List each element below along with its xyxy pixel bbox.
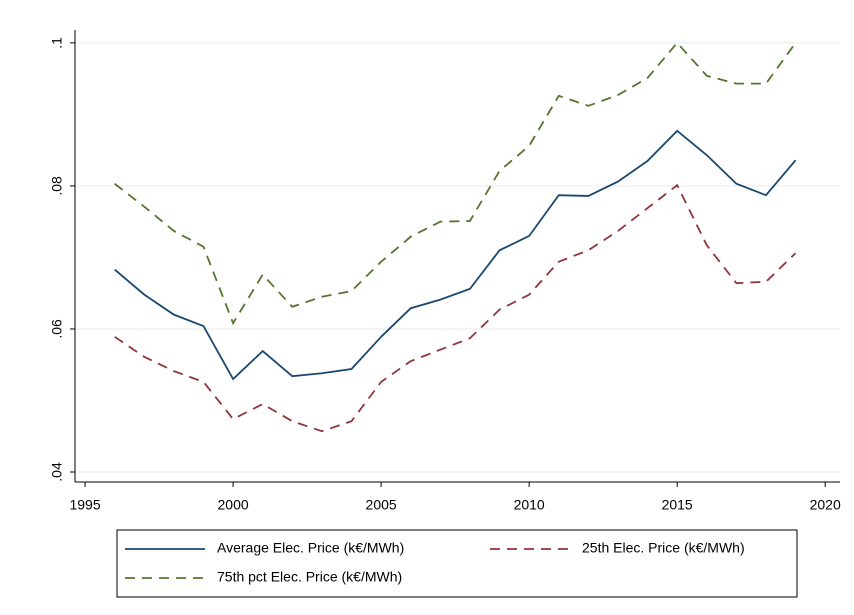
y-tick-label: .08 <box>49 176 65 196</box>
legend-label: 25th Elec. Price (k€/MWh) <box>582 540 745 556</box>
x-tick-label: 2020 <box>810 497 841 513</box>
x-tick-label: 2000 <box>218 497 249 513</box>
y-tick-label: .06 <box>49 319 65 339</box>
x-tick-label: 2015 <box>662 497 693 513</box>
legend-label: 75th pct Elec. Price (k€/MWh) <box>217 569 402 585</box>
series-line <box>114 183 797 433</box>
y-tick-label: .1 <box>49 37 65 49</box>
series-line <box>114 129 797 381</box>
x-tick-label: 2010 <box>514 497 545 513</box>
legend-label: Average Elec. Price (k€/MWh) <box>217 540 404 556</box>
legend-box <box>116 529 798 598</box>
x-tick-label: 2005 <box>366 497 397 513</box>
y-tick-label: .04 <box>49 462 65 482</box>
series-line <box>114 41 797 326</box>
x-tick-label: 1995 <box>69 497 100 513</box>
